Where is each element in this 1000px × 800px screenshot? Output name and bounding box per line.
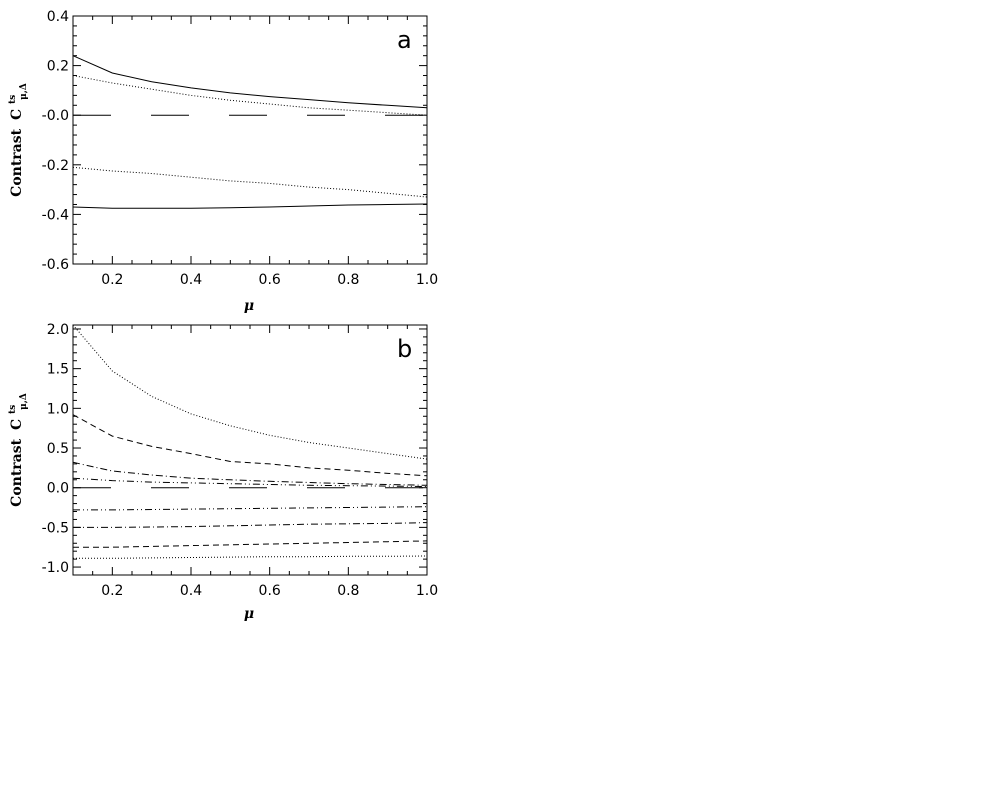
chart-panel-b: 0.2 0.4 0.6 0.8 1.0 -1.0-0.50.00.51.01.52.0 … <box>3 322 438 622</box>
x-tick-label: 0.4 <box>180 272 202 288</box>
y-axis-sub-b: μ,Δ <box>19 393 29 410</box>
svg-text:Contrast C ts: Contrast C ts μ,Δ <box>3 83 29 197</box>
y-tick-label: -0.2 <box>42 158 69 174</box>
y-tick-labels-b: -1.0 -0.5 0.0 0.5 1.0 1.5 2.0 <box>42 322 69 576</box>
y-axis-sup-b: ts <box>8 405 18 414</box>
series-line-b-8 <box>73 540 428 548</box>
series-line-b-1 <box>72 324 428 460</box>
x-tick-label: 0.6 <box>259 583 281 599</box>
plot-frame-b <box>72 324 428 576</box>
series-line-a-2 <box>72 75 428 116</box>
y-tick-label: 0.0 <box>47 481 69 497</box>
y-tick-label: -0.5 <box>42 520 69 536</box>
y-axis-title-b: Contrast C ts μ,Δ <box>3 393 29 507</box>
x-tick-label: 0.6 <box>259 272 281 288</box>
y-axis-symbol-b: C <box>9 419 25 430</box>
x-tick-label: 0.8 <box>337 583 359 599</box>
series-line-a-1 <box>72 55 428 109</box>
y-tick-label: 1.5 <box>47 362 69 378</box>
y-tick-label: -0.6 <box>42 257 69 273</box>
series-line-b-2 <box>72 414 428 477</box>
series-line-b-4 <box>72 477 428 487</box>
x-tick-label: 0.2 <box>101 272 123 288</box>
x-tick-label: 0.8 <box>337 272 359 288</box>
x-tick-label: 1.0 <box>416 583 438 599</box>
y-axis-title-text-a: Contrast <box>9 128 25 196</box>
series-line-a-5 <box>72 203 428 209</box>
x-tick-labels-a: 0.2 0.4 0.6 0.8 1.0 <box>101 272 438 288</box>
y-axis-sup-a: ts <box>8 95 18 104</box>
series-line-b-9 <box>73 555 428 559</box>
x-tick-label: 1.0 <box>416 272 438 288</box>
series-line-b-3 <box>72 461 428 486</box>
y-axis-title-text-b: Contrast <box>9 438 25 506</box>
x-axis-title-a: μ <box>244 298 254 314</box>
series-line-a-4 <box>72 166 428 198</box>
y-axis-symbol-a: C <box>9 109 25 120</box>
x-tick-label: 0.4 <box>180 583 202 599</box>
ticks-b <box>72 325 428 576</box>
panel-label-a: a <box>397 26 412 54</box>
y-tick-label: 0.5 <box>47 441 69 457</box>
y-tick-labels-a: -0.6 -0.4 -0.2 -0.0 0.2 0.4 <box>42 9 69 273</box>
x-tick-labels-b: 0.2 0.4 0.6 0.8 1.0 <box>101 583 438 599</box>
series-group-b <box>72 324 428 559</box>
y-tick-label: 1.0 <box>47 401 69 417</box>
ticks-a <box>72 15 428 265</box>
y-axis-sub-a: μ,Δ <box>19 83 29 100</box>
y-tick-label: -0.4 <box>42 207 69 223</box>
panel-label-b: b <box>397 335 412 363</box>
y-tick-label: 0.4 <box>47 9 69 25</box>
y-axis-title-a: Contrast C ts μ,Δ <box>3 83 29 197</box>
series-group-a <box>72 55 428 209</box>
y-tick-label: -1.0 <box>42 560 69 576</box>
series-line-b-6 <box>73 506 428 511</box>
x-tick-label: 0.2 <box>101 583 123 599</box>
y-tick-label: 2.0 <box>47 322 69 338</box>
x-axis-title-b: μ <box>244 606 254 622</box>
chart-panel-a: 0.2 0.4 0.6 0.8 1.0 -0.6 -0.4 -0.2 -0.0 0.2 0.4 a… <box>3 9 438 314</box>
svg-text:Contrast C ts: Contrast C ts μ,Δ <box>3 393 29 507</box>
y-tick-label: -0.0 <box>42 108 69 124</box>
plot-frame-a <box>72 15 428 265</box>
series-line-b-7 <box>73 522 428 528</box>
y-tick-label: 0.2 <box>47 59 69 75</box>
